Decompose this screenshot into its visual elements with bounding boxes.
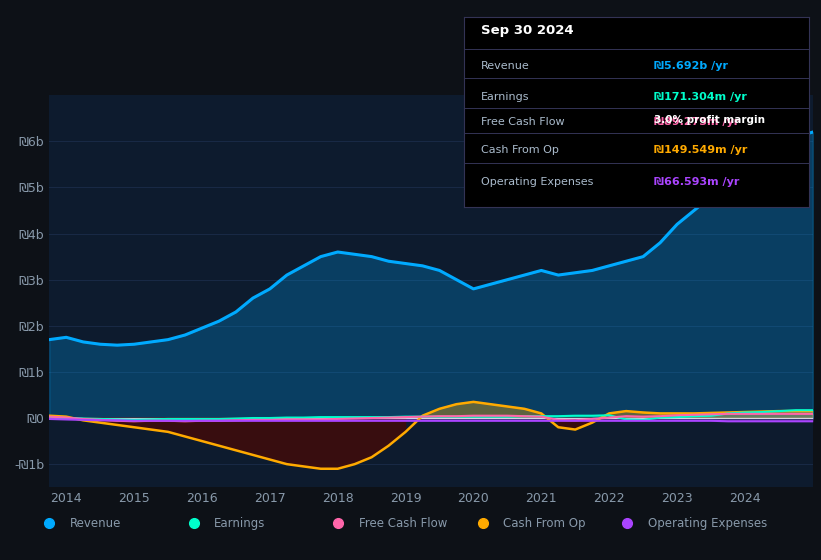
Text: Operating Expenses: Operating Expenses [648, 516, 767, 530]
Text: Revenue: Revenue [70, 516, 122, 530]
Text: ₪89.273m /yr: ₪89.273m /yr [654, 116, 739, 127]
Text: Free Cash Flow: Free Cash Flow [359, 516, 447, 530]
Text: Free Cash Flow: Free Cash Flow [481, 116, 565, 127]
Text: 3.0% profit margin: 3.0% profit margin [654, 115, 764, 125]
Text: ₪66.593m /yr: ₪66.593m /yr [654, 178, 739, 188]
Text: Cash From Op: Cash From Op [481, 145, 559, 155]
Text: Revenue: Revenue [481, 61, 530, 71]
Text: Earnings: Earnings [481, 92, 530, 102]
Text: ₪171.304m /yr: ₪171.304m /yr [654, 92, 746, 102]
Text: ₪5.692b /yr: ₪5.692b /yr [654, 61, 727, 71]
Text: Sep 30 2024: Sep 30 2024 [481, 24, 574, 37]
Text: ₪149.549m /yr: ₪149.549m /yr [654, 145, 747, 155]
Text: Earnings: Earnings [214, 516, 266, 530]
Text: Operating Expenses: Operating Expenses [481, 178, 594, 188]
Text: Cash From Op: Cash From Op [503, 516, 585, 530]
